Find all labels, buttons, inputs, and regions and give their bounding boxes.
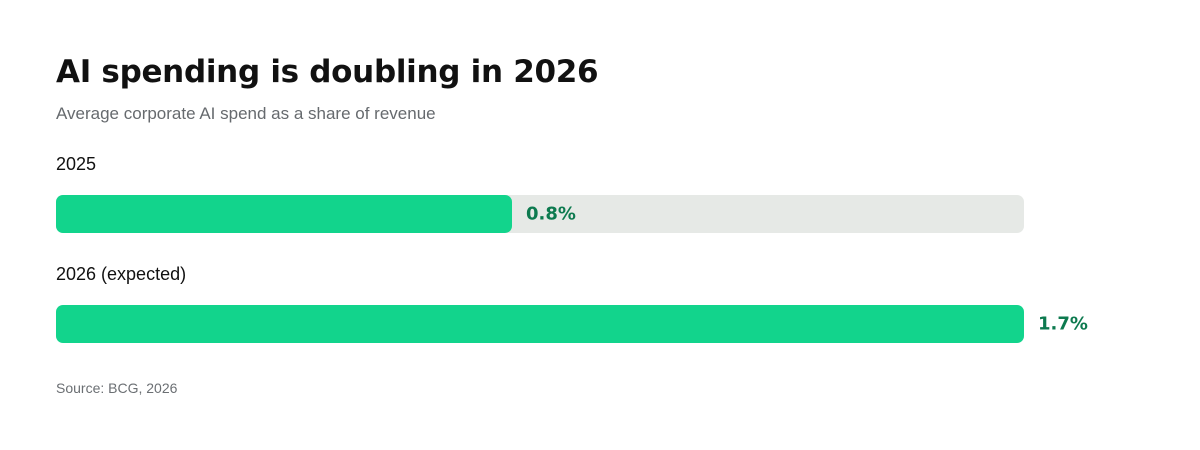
value-label: 0.8% xyxy=(526,203,576,225)
bar xyxy=(56,195,512,233)
chart-subtitle: Average corporate AI spend as a share of… xyxy=(56,104,436,123)
source-note: Source: BCG, 2026 xyxy=(56,380,178,396)
bar-track: 0.8% xyxy=(56,195,1024,233)
bar-track: 1.7% xyxy=(56,305,1088,343)
chart-title: AI spending is doubling in 2026 xyxy=(56,54,599,90)
category-label: 2026 (expected) xyxy=(56,264,187,284)
category-label: 2025 xyxy=(56,154,97,174)
bar xyxy=(56,305,1024,343)
value-label: 1.7% xyxy=(1038,313,1088,335)
